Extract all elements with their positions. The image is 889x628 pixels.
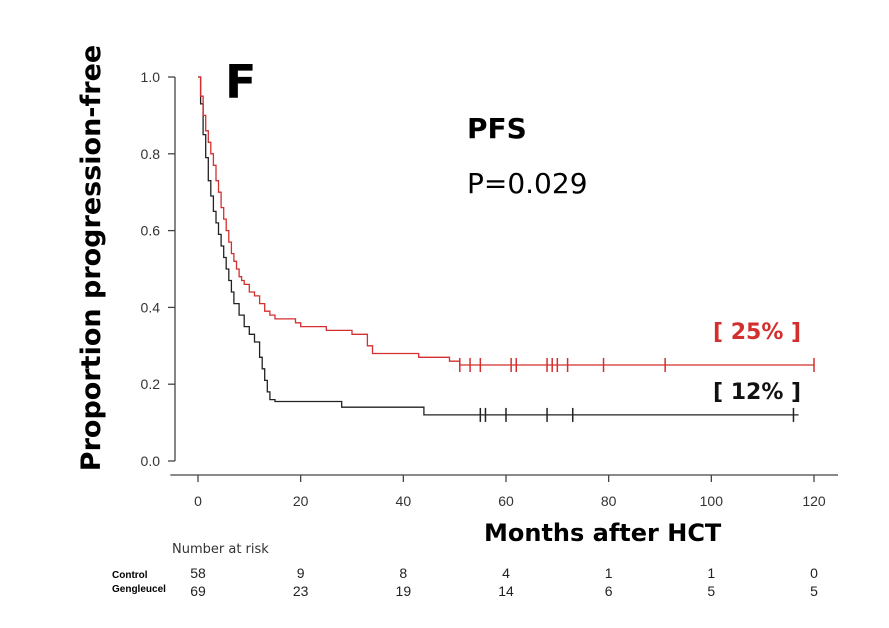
- risk-count: 5: [810, 583, 818, 599]
- risk-table-title: Number at risk: [172, 542, 269, 557]
- x-tick-label: 0: [194, 493, 202, 509]
- y-tick-label: 0.8: [141, 146, 161, 162]
- risk-count: 5: [707, 583, 715, 599]
- x-tick-label: 60: [498, 493, 514, 509]
- x-tick-label: 120: [802, 493, 826, 509]
- y-tick-label: 0.0: [141, 453, 161, 469]
- km-curve-gengleucel: [198, 76, 814, 366]
- risk-count: 23: [293, 583, 309, 599]
- risk-group-label: Gengleucel: [112, 584, 166, 595]
- x-axis-title: Months after HCT: [484, 519, 722, 547]
- risk-count: 4: [502, 565, 510, 581]
- y-tick-label: 1.0: [141, 69, 161, 85]
- risk-group-label: Control: [112, 570, 148, 581]
- y-axis-title: Proportion progression-free: [76, 45, 107, 471]
- p-value: P=0.029: [467, 167, 588, 200]
- axes: 0.0 0.2 0.4 0.6 0.8 1.0 0 20 40 60 80 100 120: [141, 69, 838, 509]
- series-end-label: [ 25% ]: [713, 320, 801, 345]
- x-tick-label: 20: [293, 493, 309, 509]
- risk-count: 6: [605, 583, 613, 599]
- risk-count: 8: [399, 565, 407, 581]
- chart-title: PFS: [467, 112, 527, 145]
- km-curve-control: [198, 76, 799, 416]
- panel-label: F: [225, 55, 256, 109]
- series-layer: [198, 76, 815, 422]
- y-tick-label: 0.2: [141, 376, 161, 392]
- risk-count: 19: [396, 583, 412, 599]
- risk-count: 9: [297, 565, 305, 581]
- risk-count: 0: [810, 565, 818, 581]
- risk-count: 58: [190, 565, 206, 581]
- risk-count: 14: [498, 583, 514, 599]
- risk-table: 58 9 8 4 1 1 0 69 23 19 14 6 5 5: [190, 565, 818, 599]
- y-tick-label: 0.4: [141, 299, 161, 315]
- x-tick-label: 40: [396, 493, 412, 509]
- y-tick-label: 0.6: [141, 223, 161, 239]
- risk-count: 1: [707, 565, 715, 581]
- x-tick-label: 100: [700, 493, 724, 509]
- risk-count: 1: [605, 565, 613, 581]
- risk-count: 69: [190, 583, 206, 599]
- x-tick-label: 80: [601, 493, 617, 509]
- series-end-label: [ 12% ]: [713, 380, 801, 405]
